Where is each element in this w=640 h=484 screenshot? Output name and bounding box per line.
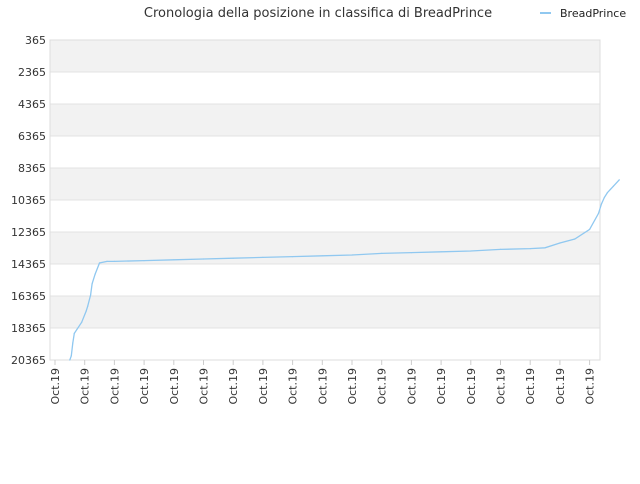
y-tick-label: 365 (25, 34, 46, 47)
grid-band (50, 136, 600, 168)
grid-band (50, 200, 600, 232)
x-tick-label: Oct.19 (138, 368, 151, 405)
data-point (113, 260, 115, 262)
grid-band (50, 264, 600, 296)
y-tick-label: 16365 (11, 290, 46, 303)
x-tick-label: Oct.19 (79, 368, 92, 405)
data-point (600, 203, 603, 205)
x-tick-label: Oct.19 (405, 368, 418, 405)
data-point (262, 256, 264, 258)
data-point (618, 179, 620, 181)
data-point (70, 355, 72, 357)
grid-band (50, 72, 600, 104)
y-tick-label: 4365 (18, 98, 46, 111)
y-tick-label: 6365 (18, 130, 46, 143)
data-point (91, 283, 93, 285)
y-tick-label: 10365 (11, 194, 46, 207)
data-point (499, 248, 502, 250)
x-tick-label: Oct.19 (495, 368, 508, 405)
data-point (597, 212, 600, 214)
grid-band (50, 168, 600, 200)
x-tick-label: Oct.19 (346, 368, 359, 405)
data-point (381, 252, 383, 254)
x-tick-label: Oct.19 (524, 368, 537, 405)
data-point (73, 332, 75, 334)
data-point (589, 228, 591, 230)
data-point (609, 188, 612, 190)
data-point (232, 257, 234, 259)
data-point (81, 321, 83, 323)
data-point (69, 359, 71, 361)
data-point (351, 254, 353, 256)
data-point (106, 260, 108, 262)
data-point (292, 256, 294, 258)
x-tick-label: Oct.19 (257, 368, 270, 405)
x-tick-label: Oct.19 (376, 368, 389, 405)
x-tick-label: Oct.19 (287, 368, 300, 405)
y-tick-label: 2365 (18, 66, 46, 79)
data-point (574, 238, 576, 240)
x-tick-label: Oct.19 (108, 368, 121, 405)
data-point (173, 259, 175, 261)
x-tick-label: Oct.19 (584, 368, 597, 405)
data-point (470, 250, 472, 252)
y-tick-label: 18365 (11, 322, 46, 335)
data-point (544, 247, 546, 249)
grid-band (50, 296, 600, 328)
data-point (440, 251, 442, 253)
x-tick-label: Oct.19 (554, 368, 567, 405)
data-point (410, 252, 412, 254)
data-point (603, 196, 606, 198)
data-point (202, 258, 205, 260)
data-point (98, 262, 101, 264)
data-point (143, 260, 145, 262)
data-point (90, 294, 92, 296)
data-point (321, 255, 323, 257)
data-point (606, 192, 609, 194)
data-point (529, 248, 531, 250)
x-tick-label: Oct.19 (435, 368, 448, 405)
legend-label: BreadPrince (560, 7, 626, 20)
data-point (94, 273, 96, 275)
x-tick-label: Oct.19 (198, 368, 211, 405)
data-point (559, 242, 561, 244)
x-tick-label: Oct.19 (316, 368, 329, 405)
grid-band (50, 104, 600, 136)
grid-band (50, 328, 600, 360)
x-tick-label: Oct.19 (168, 368, 181, 405)
plot-frame (49, 39, 601, 361)
data-point (72, 342, 74, 344)
y-tick-label: 20365 (11, 354, 46, 367)
series-line (69, 179, 620, 361)
y-tick-label: 14365 (11, 258, 46, 271)
grid-band (50, 232, 600, 264)
y-tick-label: 8365 (18, 162, 46, 175)
x-tick-label: Oct.19 (49, 368, 62, 405)
data-point (87, 305, 89, 307)
y-tick-label: 12365 (11, 226, 46, 239)
legend[interactable]: BreadPrince (540, 7, 626, 20)
x-tick-label: Oct.19 (465, 368, 478, 405)
data-point (612, 185, 615, 187)
data-point (85, 310, 87, 312)
x-tick-label: Oct.19 (227, 368, 240, 405)
chart-title: Cronologia della posizione in classifica… (144, 6, 492, 21)
grid-band (50, 40, 600, 72)
